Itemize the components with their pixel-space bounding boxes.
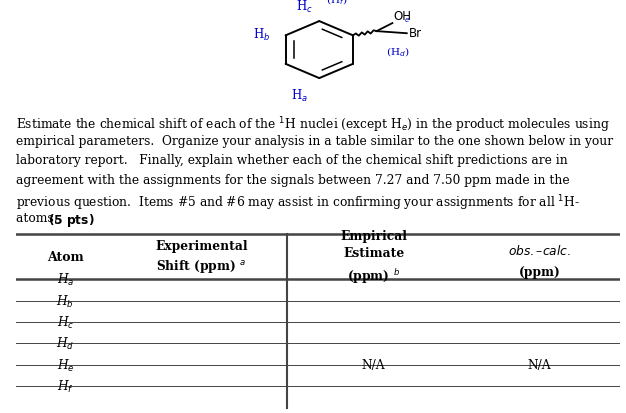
Text: $\bf{(5\ pts)}$: $\bf{(5\ pts)}$ [48,212,95,229]
Text: laboratory report.   Finally, explain whether each of the chemical shift predict: laboratory report. Finally, explain whet… [16,154,567,167]
Text: Estimate the chemical shift of each of the $^{1}$H nuclei (except H$_{e}$) in th: Estimate the chemical shift of each of t… [16,115,609,135]
Text: Empirical
Estimate
(ppm) $^{b}$: Empirical Estimate (ppm) $^{b}$ [340,229,407,285]
Text: H$_{a}$: H$_{a}$ [57,271,74,287]
Text: H$_{f}$: H$_{f}$ [57,378,74,394]
Text: (H$_{f}$): (H$_{f}$) [326,0,347,7]
Text: empirical parameters.  Organize your analysis in a table similar to the one show: empirical parameters. Organize your anal… [16,135,613,147]
Text: $\it{obs.}$–$\it{calc.}$: $\it{obs.}$–$\it{calc.}$ [508,243,571,257]
Text: Experimental
Shift (ppm) $^{a}$: Experimental Shift (ppm) $^{a}$ [155,240,248,275]
Text: $_{e}$: $_{e}$ [404,16,410,25]
Text: agreement with the assignments for the signals between 7.27 and 7.50 ppm made in: agreement with the assignments for the s… [16,173,569,186]
Text: H$_{e}$: H$_{e}$ [56,357,74,373]
Text: atoms.: atoms. [16,212,65,225]
Text: N/A: N/A [528,358,552,371]
Text: previous question.  Items #5 and #6 may assist in confirming your assignments fo: previous question. Items #5 and #6 may a… [16,192,580,212]
Text: (H$_{d}$): (H$_{d}$) [386,45,410,59]
Text: —: — [539,256,540,258]
Text: H$_{a}$: H$_{a}$ [292,88,309,104]
Text: (ppm): (ppm) [519,265,560,278]
Text: Atom: Atom [47,251,84,263]
Text: H$_{c}$: H$_{c}$ [57,314,74,330]
Text: H$_{b}$: H$_{b}$ [252,27,270,43]
Text: N/A: N/A [362,358,386,371]
Text: OH: OH [394,10,411,23]
Text: Br: Br [409,27,422,40]
Text: H$_{d}$: H$_{d}$ [56,335,74,351]
Text: H$_{c}$: H$_{c}$ [296,0,313,15]
Text: H$_{b}$: H$_{b}$ [56,293,74,309]
